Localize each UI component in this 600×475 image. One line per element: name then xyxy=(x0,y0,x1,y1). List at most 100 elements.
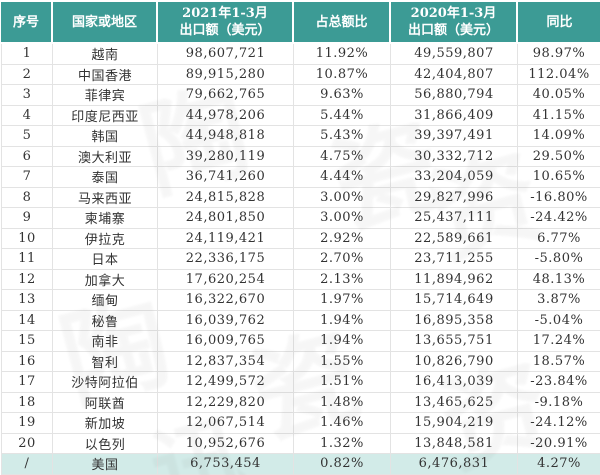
cell-country: 韩国 xyxy=(53,126,158,147)
cell-index: 16 xyxy=(1,351,53,372)
cell-yoy: -9.18% xyxy=(518,393,600,413)
cell-country: 沙特阿拉伯 xyxy=(53,372,158,393)
cell-share: 5.44% xyxy=(294,105,391,126)
cell-index: 8 xyxy=(1,187,53,208)
table-row: 6 澳大利亚 39,280,119 4.75% 30,332,712 29.50% xyxy=(1,146,600,167)
cell-index: / xyxy=(1,454,53,475)
cell-export-2021: 79,662,765 xyxy=(158,85,294,106)
cell-yoy: 48.13% xyxy=(518,270,600,290)
cell-share: 1.97% xyxy=(294,290,391,311)
cell-export-2021: 89,915,280 xyxy=(158,64,294,85)
cell-export-2020: 10,826,790 xyxy=(391,351,518,372)
cell-country: 柬埔寨 xyxy=(53,208,158,229)
cell-index: 9 xyxy=(1,208,53,229)
table-row: 20 以色列 10,952,676 1.32% 13,848,581 -20.91% xyxy=(1,433,600,454)
table-row: 3 菲律宾 79,662,765 9.63% 56,880,794 40.05% xyxy=(1,85,600,106)
col-header-index: 序号 xyxy=(1,2,53,44)
cell-export-2020: 42,404,807 xyxy=(391,64,518,85)
cell-index: 11 xyxy=(1,249,53,270)
cell-index: 7 xyxy=(1,167,53,188)
cell-export-2020: 30,332,712 xyxy=(391,146,518,167)
cell-export-2021: 24,815,828 xyxy=(158,187,294,208)
table-row: 8 马来西亚 24,815,828 3.00% 29,827,996 -16.80% xyxy=(1,187,600,208)
cell-country: 日本 xyxy=(53,249,158,270)
cell-share: 2.13% xyxy=(294,269,391,290)
table-row: 10 伊拉克 24,119,421 2.92% 22,589,661 6.77% xyxy=(1,228,600,249)
cell-share: 9.63% xyxy=(294,85,391,106)
cell-export-2021: 10,952,676 xyxy=(158,433,294,454)
cell-export-2021: 16,322,670 xyxy=(158,290,294,311)
cell-export-2020: 16,413,039 xyxy=(391,372,518,393)
cell-export-2020: 39,397,491 xyxy=(391,126,518,147)
cell-yoy: -5.04% xyxy=(518,311,600,331)
cell-index: 15 xyxy=(1,331,53,352)
cell-share: 2.70% xyxy=(294,249,391,270)
table-row: 14 秘鲁 16,039,762 1.94% 16,895,358 -5.04% xyxy=(1,310,600,331)
cell-index: 6 xyxy=(1,146,53,167)
cell-yoy: -16.80% xyxy=(518,188,600,208)
cell-export-2021: 39,280,119 xyxy=(158,146,294,167)
col-header-export-2021: 2021年1-3月 出口额（美元） xyxy=(158,2,294,44)
cell-export-2020: 13,465,625 xyxy=(391,392,518,413)
cell-index: 5 xyxy=(1,126,53,147)
cell-share: 4.44% xyxy=(294,167,391,188)
cell-export-2021: 98,607,721 xyxy=(158,44,294,65)
table-row: 2 中国香港 89,915,280 10.87% 42,404,807 112.04% xyxy=(1,64,600,85)
cell-country: 越南 xyxy=(53,44,158,65)
cell-country: 美国 xyxy=(53,454,158,475)
cell-export-2020: 13,848,581 xyxy=(391,433,518,454)
cell-index: 12 xyxy=(1,269,53,290)
cell-index: 13 xyxy=(1,290,53,311)
cell-export-2021: 24,119,421 xyxy=(158,228,294,249)
cell-index: 4 xyxy=(1,105,53,126)
cell-yoy: -23.84% xyxy=(518,372,600,393)
cell-share: 11.92% xyxy=(294,44,391,65)
col-header-share: 占总额比 xyxy=(294,2,391,44)
cell-country: 菲律宾 xyxy=(53,85,158,106)
cell-export-2020: 6,476,831 xyxy=(391,454,518,475)
cell-share: 1.94% xyxy=(294,331,391,352)
cell-share: 1.48% xyxy=(294,392,391,413)
cell-yoy: 3.87% xyxy=(518,290,600,311)
table-row: / 美国 6,753,454 0.82% 6,476,831 4.27% xyxy=(1,454,600,475)
table-header-row: 序号 国家或地区 2021年1-3月 出口额（美元） 占总额比 2020年1-3月 出口额（… xyxy=(1,2,600,44)
table-row: 4 印度尼西亚 44,978,206 5.44% 31,866,409 41.15% xyxy=(1,105,600,126)
cell-share: 4.75% xyxy=(294,146,391,167)
cell-yoy: -24.12% xyxy=(518,413,600,434)
cell-export-2021: 16,009,765 xyxy=(158,331,294,352)
cell-export-2020: 13,655,751 xyxy=(391,331,518,352)
cell-country: 新加坡 xyxy=(53,413,158,434)
cell-yoy: 4.27% xyxy=(518,454,600,475)
cell-yoy: 6.77% xyxy=(518,229,600,249)
cell-yoy: 10.65% xyxy=(518,167,600,188)
table-row: 11 日本 22,336,175 2.70% 23,711,255 -5.80% xyxy=(1,249,600,270)
cell-country: 中国香港 xyxy=(53,64,158,85)
cell-share: 1.51% xyxy=(294,372,391,393)
table-row: 1 越南 98,607,721 11.92% 49,559,807 98.97% xyxy=(1,44,600,65)
cell-index: 17 xyxy=(1,372,53,393)
cell-country: 以色列 xyxy=(53,433,158,454)
cell-index: 1 xyxy=(1,44,53,65)
cell-yoy: 29.50% xyxy=(518,147,600,167)
cell-country: 加拿大 xyxy=(53,269,158,290)
col-header-yoy: 同比 xyxy=(518,2,600,44)
cell-yoy: 112.04% xyxy=(518,65,600,85)
table-row: 12 加拿大 17,620,254 2.13% 11,894,962 48.13% xyxy=(1,269,600,290)
table-row: 13 缅甸 16,322,670 1.97% 15,714,649 3.87% xyxy=(1,290,600,311)
cell-export-2021: 12,837,354 xyxy=(158,351,294,372)
cell-export-2020: 29,827,996 xyxy=(391,187,518,208)
cell-yoy: -5.80% xyxy=(518,249,600,270)
cell-share: 1.32% xyxy=(294,433,391,454)
cell-share: 10.87% xyxy=(294,64,391,85)
cell-country: 泰国 xyxy=(53,167,158,188)
cell-export-2021: 22,336,175 xyxy=(158,249,294,270)
cell-index: 18 xyxy=(1,392,53,413)
cell-export-2020: 25,437,111 xyxy=(391,208,518,229)
cell-yoy: 14.09% xyxy=(518,126,600,147)
cell-country: 缅甸 xyxy=(53,290,158,311)
cell-export-2020: 16,895,358 xyxy=(391,310,518,331)
table-row: 17 沙特阿拉伯 12,499,572 1.51% 16,413,039 -23.84% xyxy=(1,372,600,393)
cell-index: 2 xyxy=(1,64,53,85)
cell-export-2020: 33,204,059 xyxy=(391,167,518,188)
